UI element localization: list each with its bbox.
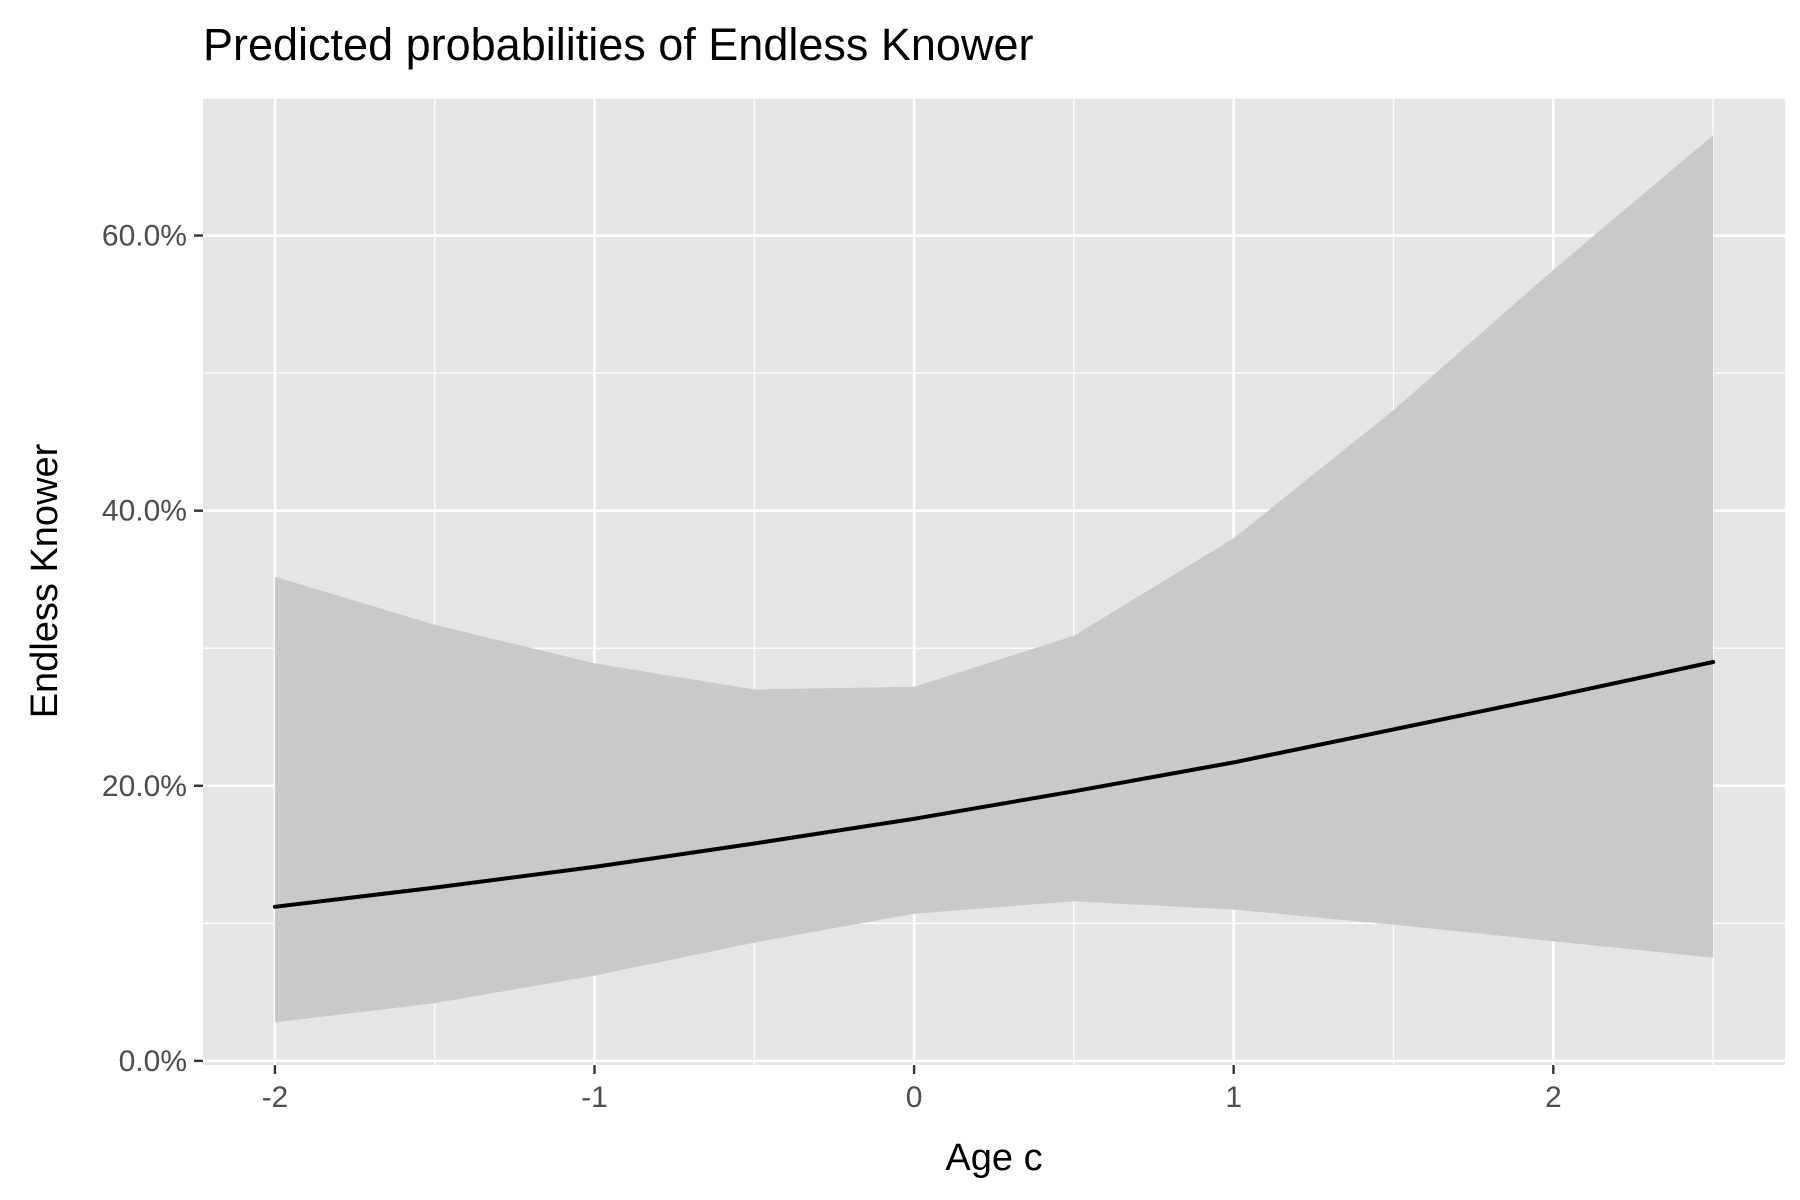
x-tick-label: 0 — [906, 1081, 923, 1114]
y-tick-label: 20.0% — [102, 770, 187, 803]
x-tick-label: -2 — [262, 1081, 289, 1114]
y-tick-label: 40.0% — [102, 495, 187, 528]
y-tick-label: 0.0% — [119, 1045, 187, 1078]
y-axis-title: Endless Knower — [24, 443, 66, 718]
x-tick-label: -1 — [581, 1081, 608, 1114]
x-axis: -2 -1 0 1 2 — [262, 1065, 1562, 1114]
prediction-line — [272, 660, 1716, 909]
x-tick-label: 2 — [1545, 1081, 1562, 1114]
x-axis-title: Age c — [945, 1137, 1042, 1179]
y-tick-label: 60.0% — [102, 220, 187, 253]
confidence-band — [274, 135, 1714, 1023]
chart-title: Predicted probabilities of Endless Knowe… — [203, 19, 1033, 70]
y-axis: 0.0% 20.0% 40.0% 60.0% — [102, 220, 203, 1078]
x-tick-label: 1 — [1225, 1081, 1242, 1114]
